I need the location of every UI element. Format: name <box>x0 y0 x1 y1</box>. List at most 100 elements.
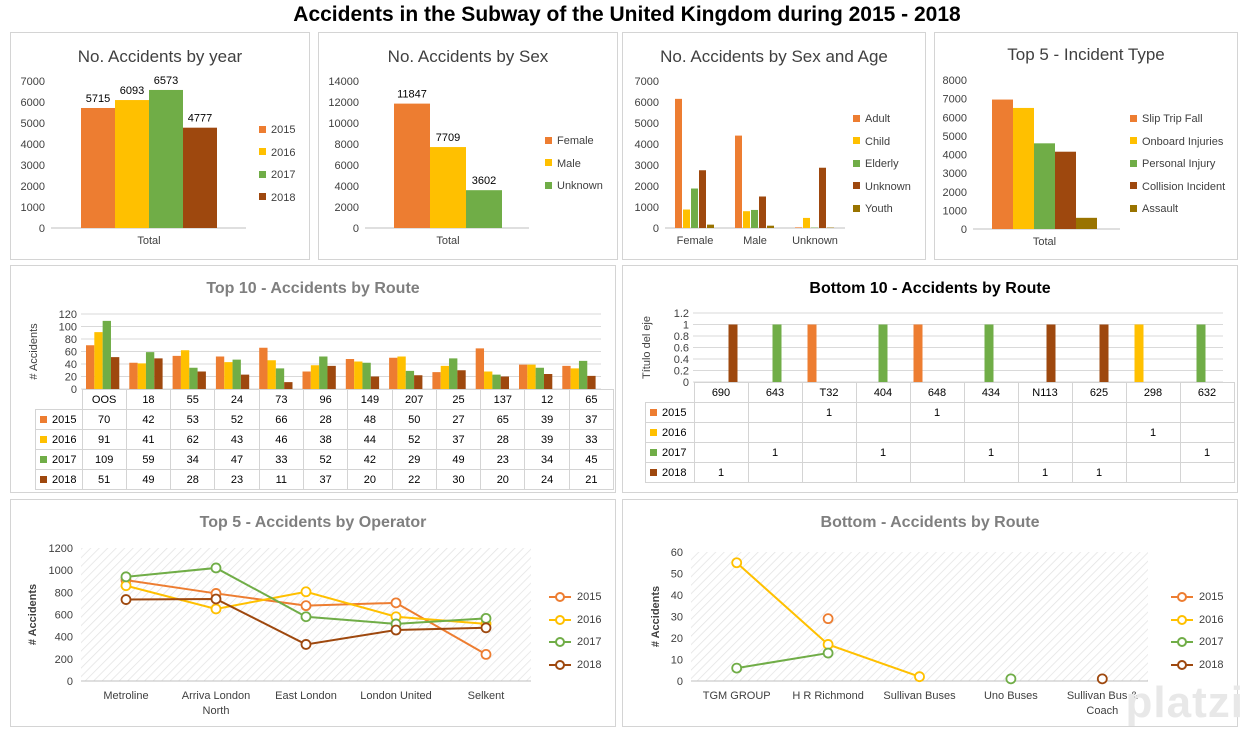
table-cell: 1 <box>855 442 911 463</box>
y-tick-label: 0 <box>683 377 689 389</box>
x-tick-label: Sullivan Bus & <box>1067 690 1139 702</box>
y-tick-label: 0 <box>653 223 659 235</box>
data-point <box>120 594 132 605</box>
legend-item: Slip Trip Fall <box>1130 112 1225 135</box>
chart-top5-incident: 0 1000 2000 3000 4000 5000 6000 7000 8000 Total <box>943 75 1120 248</box>
y-tick-label: 30 <box>671 612 683 624</box>
plot-area <box>691 552 1148 681</box>
chart-top5-operator: 0 200 400 600 800 1000 1200 Metroline Arriva Lon… <box>27 543 531 717</box>
bar <box>284 382 293 389</box>
table-cell <box>963 402 1019 423</box>
data-label: 7709 <box>436 132 460 144</box>
table-cell <box>1017 422 1073 443</box>
table-column-header: 24 <box>214 389 260 410</box>
legend-item: Youth <box>853 202 911 225</box>
y-tick-label: 1000 <box>635 202 659 214</box>
legend-label: 2017 <box>1199 636 1224 648</box>
bar <box>819 167 826 228</box>
table-cell: 65 <box>480 409 526 430</box>
table-cell <box>1179 422 1235 443</box>
table-cell: 38 <box>302 429 349 450</box>
data-point <box>1096 673 1108 685</box>
table-column-header: N113 <box>1017 382 1073 403</box>
y-tick-label: 3000 <box>635 160 659 172</box>
bar <box>110 357 120 389</box>
table-row-header: 2015 <box>35 409 83 430</box>
table-row-header: 2016 <box>645 422 695 443</box>
table-cell: 51 <box>81 469 127 490</box>
bar <box>699 170 706 228</box>
table-cell: 27 <box>435 409 482 430</box>
table-cell <box>1125 402 1181 423</box>
data-point <box>210 562 222 574</box>
table-column-header: 434 <box>963 382 1019 403</box>
table-row-header: 2015 <box>645 402 695 423</box>
panel-top10-route: Top 10 - Accidents by Route 0 20 40 60 80 100… <box>10 265 616 493</box>
x-tick-label: East London <box>275 690 337 702</box>
bar <box>570 368 579 389</box>
bar <box>807 324 817 382</box>
bar <box>587 375 596 389</box>
chart-legend: Female Male Unknown <box>545 134 603 202</box>
table-cell: 46 <box>258 429 304 450</box>
table-cell <box>1017 442 1073 463</box>
bar <box>691 188 698 228</box>
legend-swatch <box>545 159 552 167</box>
bar <box>484 371 493 389</box>
legend-label: Elderly <box>865 158 899 170</box>
table-cell: 33 <box>258 449 304 470</box>
table-cell: 1 <box>1017 462 1073 483</box>
x-tick-label: Arriva London <box>182 690 251 702</box>
y-tick-label: 20 <box>65 372 77 384</box>
y-tick-label: 6000 <box>943 112 967 124</box>
table-cell: 1 <box>747 442 803 463</box>
data-point <box>210 603 222 615</box>
bar <box>240 374 250 389</box>
table-cell: 22 <box>391 469 437 490</box>
data-point <box>300 639 312 650</box>
y-axis-title: # Accidents <box>650 586 662 647</box>
table-row-header: 2018 <box>645 462 695 483</box>
legend-item: Assault <box>1130 202 1225 225</box>
legend-swatch <box>40 435 47 443</box>
legend-swatch <box>1130 159 1137 167</box>
bar <box>457 370 466 389</box>
table-column-header: 149 <box>347 389 393 410</box>
legend-item: Collision Incident <box>1130 180 1225 203</box>
table-cell: 1 <box>693 462 749 483</box>
chart-bottom10-route: 00.20.40.60.811.2 Título del eje <box>641 308 1223 389</box>
table-cell: 29 <box>391 449 437 470</box>
bar <box>500 376 509 389</box>
bar <box>362 362 371 389</box>
data-table: OOS 18 55 24 73 96 149 207 25 137 12 65 2015 70 42 53 52… <box>35 389 615 490</box>
data-point <box>480 648 492 660</box>
table-column-header: 65 <box>568 389 615 410</box>
bar <box>984 324 994 382</box>
legend-item: 2017 <box>1171 635 1223 658</box>
data-point <box>480 612 492 624</box>
bar <box>94 332 103 389</box>
table-cell <box>801 422 857 443</box>
legend-label: 2018 <box>271 191 296 204</box>
y-tick-label: 4000 <box>635 139 659 151</box>
table-cell <box>801 462 857 483</box>
table-cell: 52 <box>302 449 349 470</box>
table-cell: 42 <box>125 409 172 430</box>
legend-item: 2016 <box>259 146 295 169</box>
legend-swatch <box>40 475 47 483</box>
legend-label: Personal Injury <box>1142 158 1216 170</box>
legend-swatch <box>650 408 657 416</box>
data-point <box>480 622 492 634</box>
bar <box>578 360 588 389</box>
legend-swatch <box>1171 635 1193 649</box>
legend-item: 2018 <box>259 191 295 214</box>
bar <box>1046 324 1056 382</box>
y-tick-label: 1 <box>683 320 689 332</box>
y-tick-label: 800 <box>55 587 73 599</box>
legend-item: 2016 <box>1171 613 1223 636</box>
legend-swatch <box>549 613 571 627</box>
bar <box>449 358 458 389</box>
table-cell <box>855 402 911 423</box>
y-tick-label: 2000 <box>21 181 45 193</box>
table-row: 2017 1 1 1 1 <box>645 442 1235 463</box>
